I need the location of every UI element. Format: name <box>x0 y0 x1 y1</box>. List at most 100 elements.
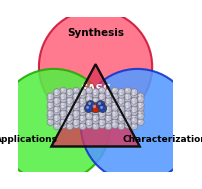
Circle shape <box>60 110 67 117</box>
Circle shape <box>100 114 102 117</box>
Circle shape <box>55 119 57 121</box>
Circle shape <box>118 114 125 121</box>
Circle shape <box>79 123 86 130</box>
Circle shape <box>112 101 118 108</box>
Circle shape <box>61 120 64 122</box>
Circle shape <box>131 100 138 107</box>
Circle shape <box>118 100 125 107</box>
Circle shape <box>132 93 135 95</box>
Circle shape <box>131 114 138 121</box>
Circle shape <box>87 89 89 91</box>
Circle shape <box>66 114 73 121</box>
Circle shape <box>126 97 128 100</box>
Circle shape <box>85 105 93 112</box>
Circle shape <box>87 97 89 100</box>
Text: Characterization: Characterization <box>122 135 202 144</box>
Circle shape <box>92 123 99 130</box>
Circle shape <box>47 110 54 117</box>
Polygon shape <box>51 64 140 146</box>
Circle shape <box>73 87 80 94</box>
Circle shape <box>74 103 77 105</box>
Circle shape <box>55 90 57 92</box>
Circle shape <box>55 110 57 112</box>
Circle shape <box>99 93 105 100</box>
Circle shape <box>100 97 102 100</box>
Circle shape <box>79 100 86 107</box>
Circle shape <box>99 119 105 125</box>
Circle shape <box>86 87 93 94</box>
Circle shape <box>106 119 109 121</box>
Circle shape <box>55 93 57 95</box>
Circle shape <box>105 114 112 121</box>
Circle shape <box>81 93 83 95</box>
Circle shape <box>105 106 112 113</box>
Circle shape <box>74 123 77 125</box>
Circle shape <box>0 69 110 182</box>
Circle shape <box>87 101 95 109</box>
Circle shape <box>119 93 122 95</box>
Circle shape <box>92 114 99 121</box>
Circle shape <box>112 104 118 111</box>
Circle shape <box>55 124 57 127</box>
Circle shape <box>124 113 131 120</box>
Circle shape <box>137 93 144 100</box>
Circle shape <box>54 114 60 121</box>
Circle shape <box>54 106 60 113</box>
Circle shape <box>94 93 96 95</box>
Circle shape <box>106 110 109 112</box>
Circle shape <box>137 119 144 125</box>
Circle shape <box>87 123 89 125</box>
Circle shape <box>99 113 105 120</box>
Circle shape <box>124 119 131 125</box>
Circle shape <box>124 122 131 129</box>
Circle shape <box>106 90 109 92</box>
Circle shape <box>124 110 131 117</box>
Circle shape <box>100 89 102 91</box>
Circle shape <box>106 107 109 110</box>
Circle shape <box>113 103 115 105</box>
Circle shape <box>94 116 96 118</box>
Circle shape <box>92 97 99 104</box>
Circle shape <box>94 90 96 92</box>
Circle shape <box>92 117 99 124</box>
Circle shape <box>54 100 60 107</box>
Circle shape <box>61 103 64 105</box>
Circle shape <box>47 119 54 125</box>
Circle shape <box>81 99 83 101</box>
Circle shape <box>60 119 67 125</box>
Circle shape <box>61 123 64 125</box>
Circle shape <box>74 97 77 100</box>
Circle shape <box>61 94 64 97</box>
Circle shape <box>73 110 80 117</box>
Circle shape <box>106 101 109 104</box>
Circle shape <box>131 117 138 124</box>
Circle shape <box>74 112 77 114</box>
Circle shape <box>74 106 77 108</box>
Circle shape <box>92 91 99 98</box>
Circle shape <box>73 104 80 111</box>
Circle shape <box>137 101 144 108</box>
Circle shape <box>60 101 67 108</box>
Circle shape <box>139 106 141 108</box>
Circle shape <box>66 100 73 107</box>
Text: Applications: Applications <box>0 135 58 144</box>
Circle shape <box>66 117 73 124</box>
Circle shape <box>54 109 60 115</box>
Circle shape <box>61 114 64 117</box>
Circle shape <box>139 94 141 97</box>
Circle shape <box>118 106 125 113</box>
Circle shape <box>73 119 80 125</box>
Circle shape <box>55 107 57 110</box>
Circle shape <box>66 91 73 98</box>
Circle shape <box>79 109 86 115</box>
Circle shape <box>132 99 135 101</box>
Circle shape <box>139 114 141 117</box>
Circle shape <box>139 112 141 114</box>
Circle shape <box>126 89 128 91</box>
Circle shape <box>68 116 70 118</box>
Circle shape <box>137 104 144 111</box>
Circle shape <box>73 122 80 129</box>
Circle shape <box>94 99 96 101</box>
Circle shape <box>61 106 64 108</box>
Circle shape <box>92 89 99 95</box>
